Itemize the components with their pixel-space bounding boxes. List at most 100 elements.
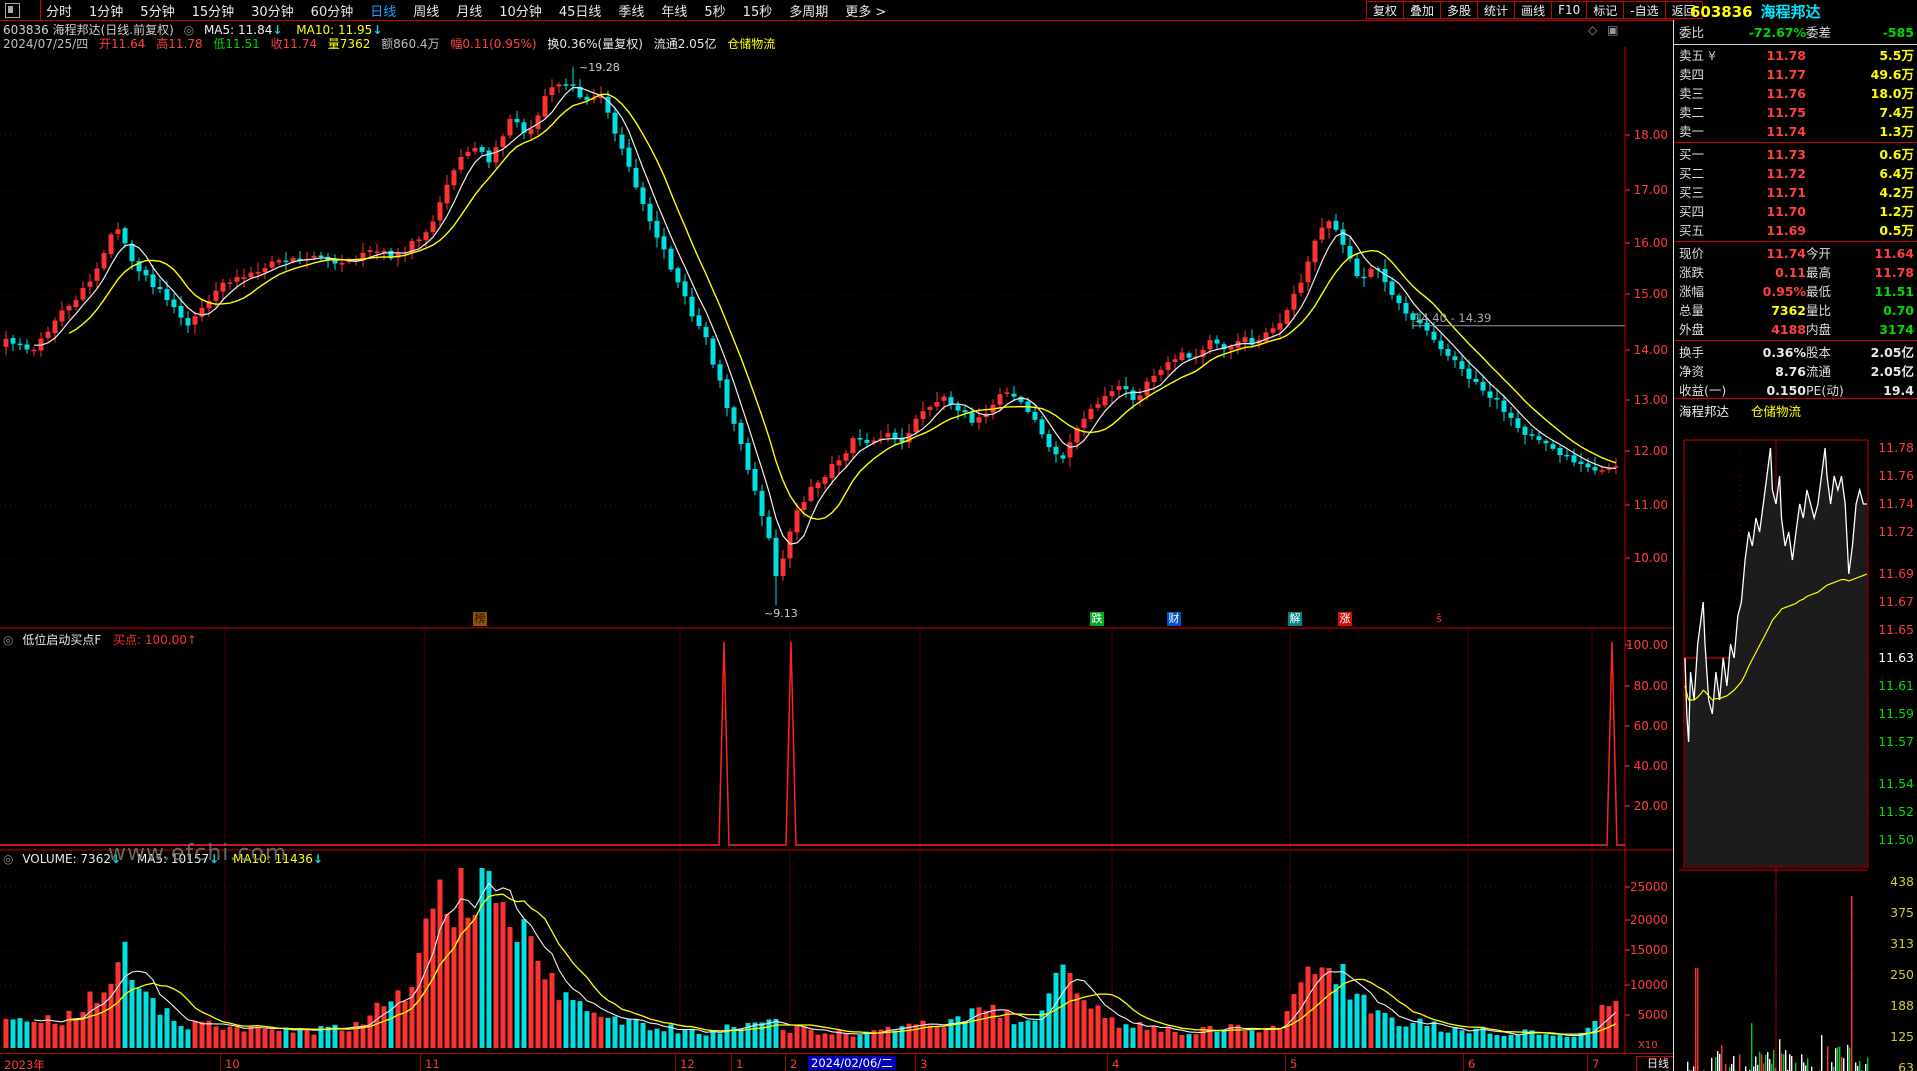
svg-text:100.00: 100.00 [1626, 638, 1668, 652]
intraday-chart[interactable]: 11.78 11.76 11.74 11.72 11.69 11.67 11.65 11.63… [1674, 420, 1917, 1071]
svg-text:13.00: 13.00 [1634, 393, 1668, 407]
svg-text:10000: 10000 [1630, 978, 1668, 992]
close-label: 收11.74 [270, 37, 317, 51]
menu-item-月线[interactable]: 月线 [456, 4, 483, 20]
menu-item-1分钟[interactable]: 1分钟 [89, 4, 124, 20]
svg-text:11.00: 11.00 [1634, 498, 1668, 512]
stat-row[interactable]: 总量 7362 量比 0.70 [1679, 303, 1914, 318]
status-badge[interactable]: 涨 [1338, 612, 1352, 626]
stat-row[interactable]: 收益(一) 0.150 PE(动) 19.4 [1679, 383, 1914, 398]
svg-text:80.00: 80.00 [1634, 679, 1668, 693]
date-axis: 2023年 10 11 12 1 2 3 4 5 6 7 2024/02/06/二 [0, 1053, 1673, 1071]
button-标记[interactable]: 标记 [1587, 1, 1625, 19]
menu-item-30分钟[interactable]: 30分钟 [251, 4, 294, 20]
range-label: 幅0.11(0.95%) [450, 37, 537, 51]
stat-row[interactable]: 涨跌 0.11 最高 11.78 [1679, 265, 1914, 280]
status-badge[interactable]: 跌 [1090, 612, 1104, 626]
status-badge[interactable]: 解 [1288, 612, 1302, 626]
stat-row[interactable]: 外盘 4188 内盘 3174 [1679, 322, 1914, 337]
low-label: 低11.51 [213, 37, 260, 51]
button-多股[interactable]: 多股 [1441, 1, 1479, 19]
button-F10[interactable]: F10 [1552, 1, 1588, 19]
ask-row[interactable]: 卖四 11.77 49.6万 [1679, 67, 1914, 82]
svg-text:20000: 20000 [1630, 913, 1668, 927]
ma5-arrow-icon: ↓ [272, 23, 283, 37]
svg-text:11.65: 11.65 [1878, 622, 1914, 637]
ma10-arrow-icon: ↓ [372, 23, 383, 37]
top-toolbar: 分时 1分钟 5分钟 15分钟 30分钟 60分钟 日线 周线 月线 10分钟 45日线 季线 年线 5秒… [0, 0, 1917, 21]
stat-row[interactable]: 换手 0.36% 股本 2.05亿 [1679, 345, 1914, 360]
menu-item-15分钟[interactable]: 15分钟 [191, 4, 235, 20]
button-统计[interactable]: 统计 [1478, 1, 1516, 19]
ask-row[interactable]: 卖二 11.75 7.4万 [1679, 105, 1914, 120]
bid-row[interactable]: 买一 11.73 0.6万 [1679, 147, 1914, 162]
menu-item-60分钟[interactable]: 60分钟 [310, 4, 354, 20]
button-画线[interactable]: 画线 [1515, 1, 1553, 19]
menu-item-年线[interactable]: 年线 [661, 4, 688, 20]
button--自选[interactable]: -自选 [1624, 1, 1666, 19]
kline-chart[interactable]: 18.00 17.00 16.00 15.00 14.00 13.00 12.00 11.00… [0, 0, 1673, 1071]
weibi-row[interactable]: 委比 -72.67% 委差 -585 [1679, 25, 1914, 40]
menu-item-周线[interactable]: 周线 [413, 4, 440, 20]
svg-text:125: 125 [1890, 1029, 1914, 1044]
svg-text:11.61: 11.61 [1878, 678, 1914, 693]
stat-row[interactable]: 涨幅 0.95% 最低 11.51 [1679, 284, 1914, 299]
stat-row[interactable]: 现价 11.74 今开 11.64 [1679, 246, 1914, 261]
selected-date-highlight[interactable]: 2024/02/06/二 [808, 1056, 896, 1070]
menu-item-5分钟[interactable]: 5分钟 [140, 4, 175, 20]
status-badge[interactable]: 财 [1167, 612, 1181, 626]
status-badge[interactable]: 榜 [473, 612, 487, 626]
status-badge[interactable]: ŝ [1436, 612, 1442, 625]
menu-item-5秒[interactable]: 5秒 [704, 4, 726, 20]
svg-text:313: 313 [1890, 936, 1914, 951]
panel-toggle-icon[interactable]: ▣ [1607, 23, 1619, 37]
svg-text:60.00: 60.00 [1634, 719, 1668, 733]
amount-label: 额860.4万 [381, 37, 440, 51]
ask-row[interactable]: 卖一 11.74 1.3万 [1679, 124, 1914, 139]
symbol-label: 603836 海程邦达(日线.前复权) [3, 23, 174, 37]
tab-industry[interactable]: 仓储物流 [1751, 404, 1802, 419]
ask-row[interactable]: 卖三 11.76 18.0万 [1679, 86, 1914, 101]
collapse-icon[interactable]: ◎ [3, 633, 14, 647]
diamond-icon[interactable]: ◇ [1588, 23, 1598, 37]
window-icon[interactable] [5, 3, 20, 18]
button-返回[interactable]: 返回 [1665, 1, 1703, 19]
button-复权[interactable]: 复权 [1366, 1, 1405, 19]
menu-item-15秒[interactable]: 15秒 [742, 4, 773, 20]
menu-item-分时[interactable]: 分时 [46, 4, 73, 20]
menu-item-多周期[interactable]: 多周期 [789, 4, 829, 20]
menu-item-更多 >[interactable]: 更多 > [845, 4, 887, 20]
svg-text:15000: 15000 [1630, 943, 1668, 957]
volume-label: 量7362 [327, 37, 371, 51]
svg-text:11.74: 11.74 [1878, 496, 1914, 511]
svg-text:11.69: 11.69 [1878, 566, 1914, 581]
bid-row[interactable]: 买二 11.72 6.4万 [1679, 166, 1914, 181]
menu-item-日线[interactable]: 日线 [370, 4, 397, 20]
collapse-icon[interactable]: ◎ [3, 852, 14, 866]
toolbar-buttons: 复权 叠加 多股 统计 画线 F10 标记 -自选 返回 [1366, 1, 1703, 19]
svg-text:15.00: 15.00 [1634, 287, 1668, 301]
svg-text:11.59: 11.59 [1878, 706, 1914, 721]
stat-row[interactable]: 净资 8.76 流通 2.05亿 [1679, 364, 1914, 379]
menu-item-10分钟[interactable]: 10分钟 [499, 4, 542, 20]
svg-text:5000: 5000 [1637, 1008, 1668, 1022]
axis-label: 10 [225, 1057, 240, 1071]
svg-text:11.50: 11.50 [1878, 832, 1914, 847]
bid-row[interactable]: 买五 11.69 0.5万 [1679, 223, 1914, 238]
collapse-icon[interactable]: ◎ [183, 23, 195, 37]
signal-arrow-icon: ↑ [186, 633, 197, 647]
bid-row[interactable]: 买三 11.71 4.2万 [1679, 185, 1914, 200]
tab-stock-name[interactable]: 海程邦达 [1679, 404, 1730, 419]
bid-row[interactable]: 买四 11.70 1.2万 [1679, 204, 1914, 219]
industry-label: 仓储物流 [727, 37, 776, 51]
ask-row[interactable]: 卖五 ¥11.78 5.5万 [1679, 48, 1914, 63]
menu-item-季线[interactable]: 季线 [618, 4, 645, 20]
menu-item-45日线[interactable]: 45日线 [558, 4, 602, 20]
svg-text:11.67: 11.67 [1878, 594, 1914, 609]
button-叠加[interactable]: 叠加 [1404, 1, 1442, 19]
svg-text:438: 438 [1890, 874, 1914, 889]
svg-text:~9.13: ~9.13 [764, 607, 798, 620]
volume-header: ◎ VOLUME: 7362↓ MA5: 10157↓ MA10: 11436↓ [3, 852, 323, 866]
axis-label: 4 [1112, 1057, 1120, 1071]
